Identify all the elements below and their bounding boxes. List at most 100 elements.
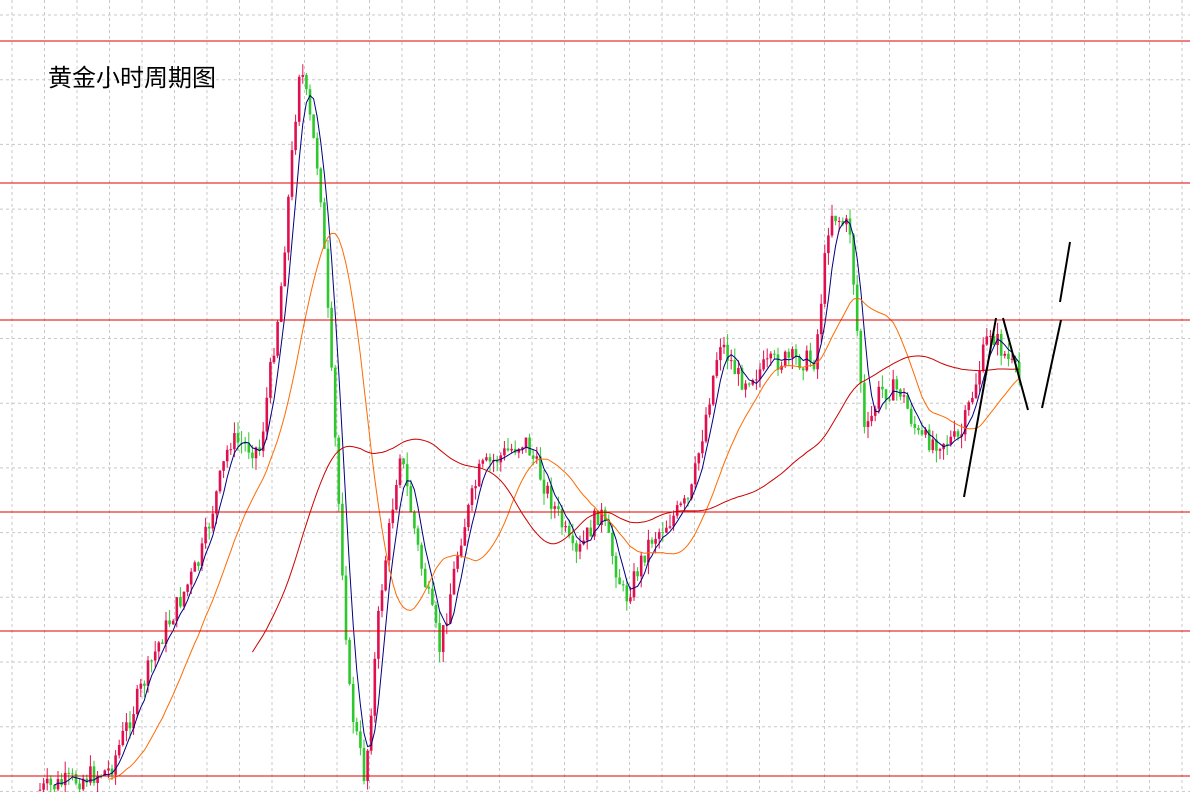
- candle-body: [787, 351, 791, 358]
- candle-body: [816, 334, 819, 370]
- candle-body: [146, 660, 150, 686]
- candle-body: [963, 410, 967, 435]
- candle-body: [593, 510, 596, 537]
- candle-body: [405, 464, 409, 487]
- candle-body: [283, 252, 287, 287]
- candle-body: [870, 415, 873, 422]
- candle-body: [42, 783, 45, 790]
- candle-body: [251, 452, 254, 459]
- candle-body: [549, 485, 553, 509]
- candle-body: [485, 457, 488, 461]
- candle-body: [809, 350, 812, 362]
- candle-body: [182, 591, 186, 607]
- candle-body: [866, 421, 870, 428]
- candle-body: [906, 395, 909, 409]
- candle-body: [974, 384, 978, 398]
- candle-body: [456, 556, 459, 569]
- candle-body: [560, 509, 564, 528]
- candle-body: [693, 463, 697, 485]
- trend-stroke: [963, 317, 997, 498]
- candle-body: [697, 453, 701, 464]
- candle-body: [441, 625, 445, 652]
- candle-body: [204, 526, 207, 544]
- candle-body: [175, 597, 179, 621]
- candle-body: [945, 443, 949, 445]
- candle-body: [359, 731, 362, 748]
- candle-body: [852, 234, 855, 285]
- candle-body: [722, 344, 726, 348]
- candle-body: [567, 525, 571, 536]
- candle-body: [654, 538, 657, 544]
- candle-body: [380, 590, 384, 611]
- candle-body: [463, 527, 467, 546]
- candle-body: [49, 778, 53, 785]
- candle-body: [841, 220, 845, 225]
- candle-body: [589, 527, 593, 537]
- candle-body: [859, 330, 863, 383]
- candle-body: [481, 460, 485, 464]
- candle-body: [305, 74, 308, 90]
- candle-body: [164, 620, 168, 644]
- candle-body: [935, 439, 938, 451]
- candle-body: [611, 532, 614, 557]
- candle-body: [279, 286, 283, 322]
- trend-stroke: [1002, 317, 1029, 411]
- candle-body: [319, 168, 323, 203]
- candle-body: [1014, 358, 1017, 363]
- candle-body: [467, 504, 470, 528]
- candle-body: [150, 660, 153, 662]
- candle-body: [981, 344, 985, 371]
- candle-body: [765, 358, 769, 360]
- candle-body: [423, 568, 427, 587]
- candle-body: [938, 449, 942, 451]
- candle-body: [949, 436, 953, 444]
- candle-body: [121, 730, 125, 745]
- candle-body: [798, 356, 801, 369]
- candle-body: [643, 555, 647, 563]
- candle-body: [107, 768, 110, 771]
- candle-body: [114, 755, 117, 775]
- candle-body: [1010, 358, 1014, 360]
- candle-body: [675, 505, 679, 516]
- candle-body: [528, 437, 531, 456]
- candle-body: [78, 783, 81, 790]
- candle-body: [747, 383, 751, 385]
- candle-body: [758, 369, 762, 380]
- candle-body: [956, 431, 960, 437]
- candle-body: [207, 526, 211, 529]
- candle-body: [290, 150, 294, 197]
- candle-body: [125, 722, 128, 731]
- candle-body: [157, 642, 161, 652]
- candle-body: [89, 766, 92, 783]
- candle-body: [1003, 353, 1007, 356]
- candle-body: [110, 768, 114, 775]
- candle-body: [603, 509, 607, 521]
- candle-body: [355, 721, 359, 732]
- candle-body: [420, 544, 423, 569]
- candle-body: [517, 449, 521, 453]
- candle-body: [81, 778, 85, 790]
- candle-body: [215, 491, 218, 514]
- candle-body: [247, 443, 251, 453]
- candle-body: [362, 747, 366, 782]
- candle-body: [74, 773, 78, 784]
- candle-body: [650, 539, 654, 544]
- candle-body: [776, 354, 780, 370]
- candle-body: [53, 784, 56, 790]
- candle-body: [189, 571, 193, 585]
- candle-body: [629, 597, 632, 602]
- hand-drawn-lines: [963, 241, 1071, 498]
- candle-body: [715, 360, 719, 376]
- candle-body: [488, 457, 492, 462]
- candle-body: [834, 215, 837, 222]
- candle-body: [63, 772, 67, 786]
- candle-body: [600, 509, 603, 525]
- candle-body: [135, 688, 139, 715]
- candle-body: [330, 307, 333, 368]
- candle-body: [474, 486, 477, 489]
- candle-body: [917, 427, 920, 431]
- candle-body: [459, 545, 463, 557]
- candle-body: [92, 766, 96, 784]
- candle-body: [236, 433, 240, 443]
- candle-body: [243, 442, 247, 444]
